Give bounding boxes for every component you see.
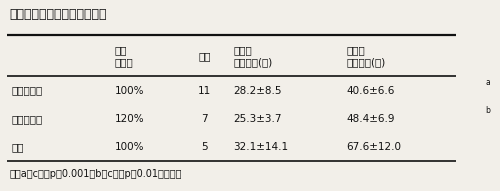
Text: 単子分娩牛: 単子分娩牛 [12, 86, 42, 96]
Text: 25.3±3.7: 25.3±3.7 [234, 114, 282, 124]
Text: 28.2±8.5: 28.2±8.5 [234, 86, 282, 96]
Text: 100%: 100% [114, 142, 144, 152]
Text: 分娩～
初回排卵(日): 分娩～ 初回排卵(日) [234, 45, 272, 67]
Text: 〜〜: 〜〜 [12, 142, 24, 152]
Text: 40.6±6.6: 40.6±6.6 [346, 86, 395, 96]
Text: 120%: 120% [114, 114, 144, 124]
Text: 注．a－c間にp＜0.001，b－c間にp＜0.01の有意差: 注．a－c間にp＜0.001，b－c間にp＜0.01の有意差 [9, 169, 182, 179]
Text: 双子分娩牛: 双子分娩牛 [12, 114, 42, 124]
Text: 48.4±6.9: 48.4±6.9 [346, 114, 395, 124]
Text: 7: 7 [201, 114, 208, 124]
Text: a: a [486, 78, 490, 87]
Text: 頭数: 頭数 [198, 51, 211, 61]
Text: 5: 5 [201, 142, 208, 152]
Text: 100%: 100% [114, 86, 144, 96]
Text: 飼料
給与量: 飼料 給与量 [114, 45, 134, 67]
Text: 67.6±12.0: 67.6±12.0 [346, 142, 402, 152]
Text: b: b [486, 106, 490, 115]
Text: 32.1±14.1: 32.1±14.1 [234, 142, 288, 152]
Text: 11: 11 [198, 86, 211, 96]
Text: 表１．分娩後の繁殖機能回復: 表１．分娩後の繁殖機能回復 [9, 8, 106, 21]
Text: 分娩～
初回発情(日): 分娩～ 初回発情(日) [346, 45, 386, 67]
